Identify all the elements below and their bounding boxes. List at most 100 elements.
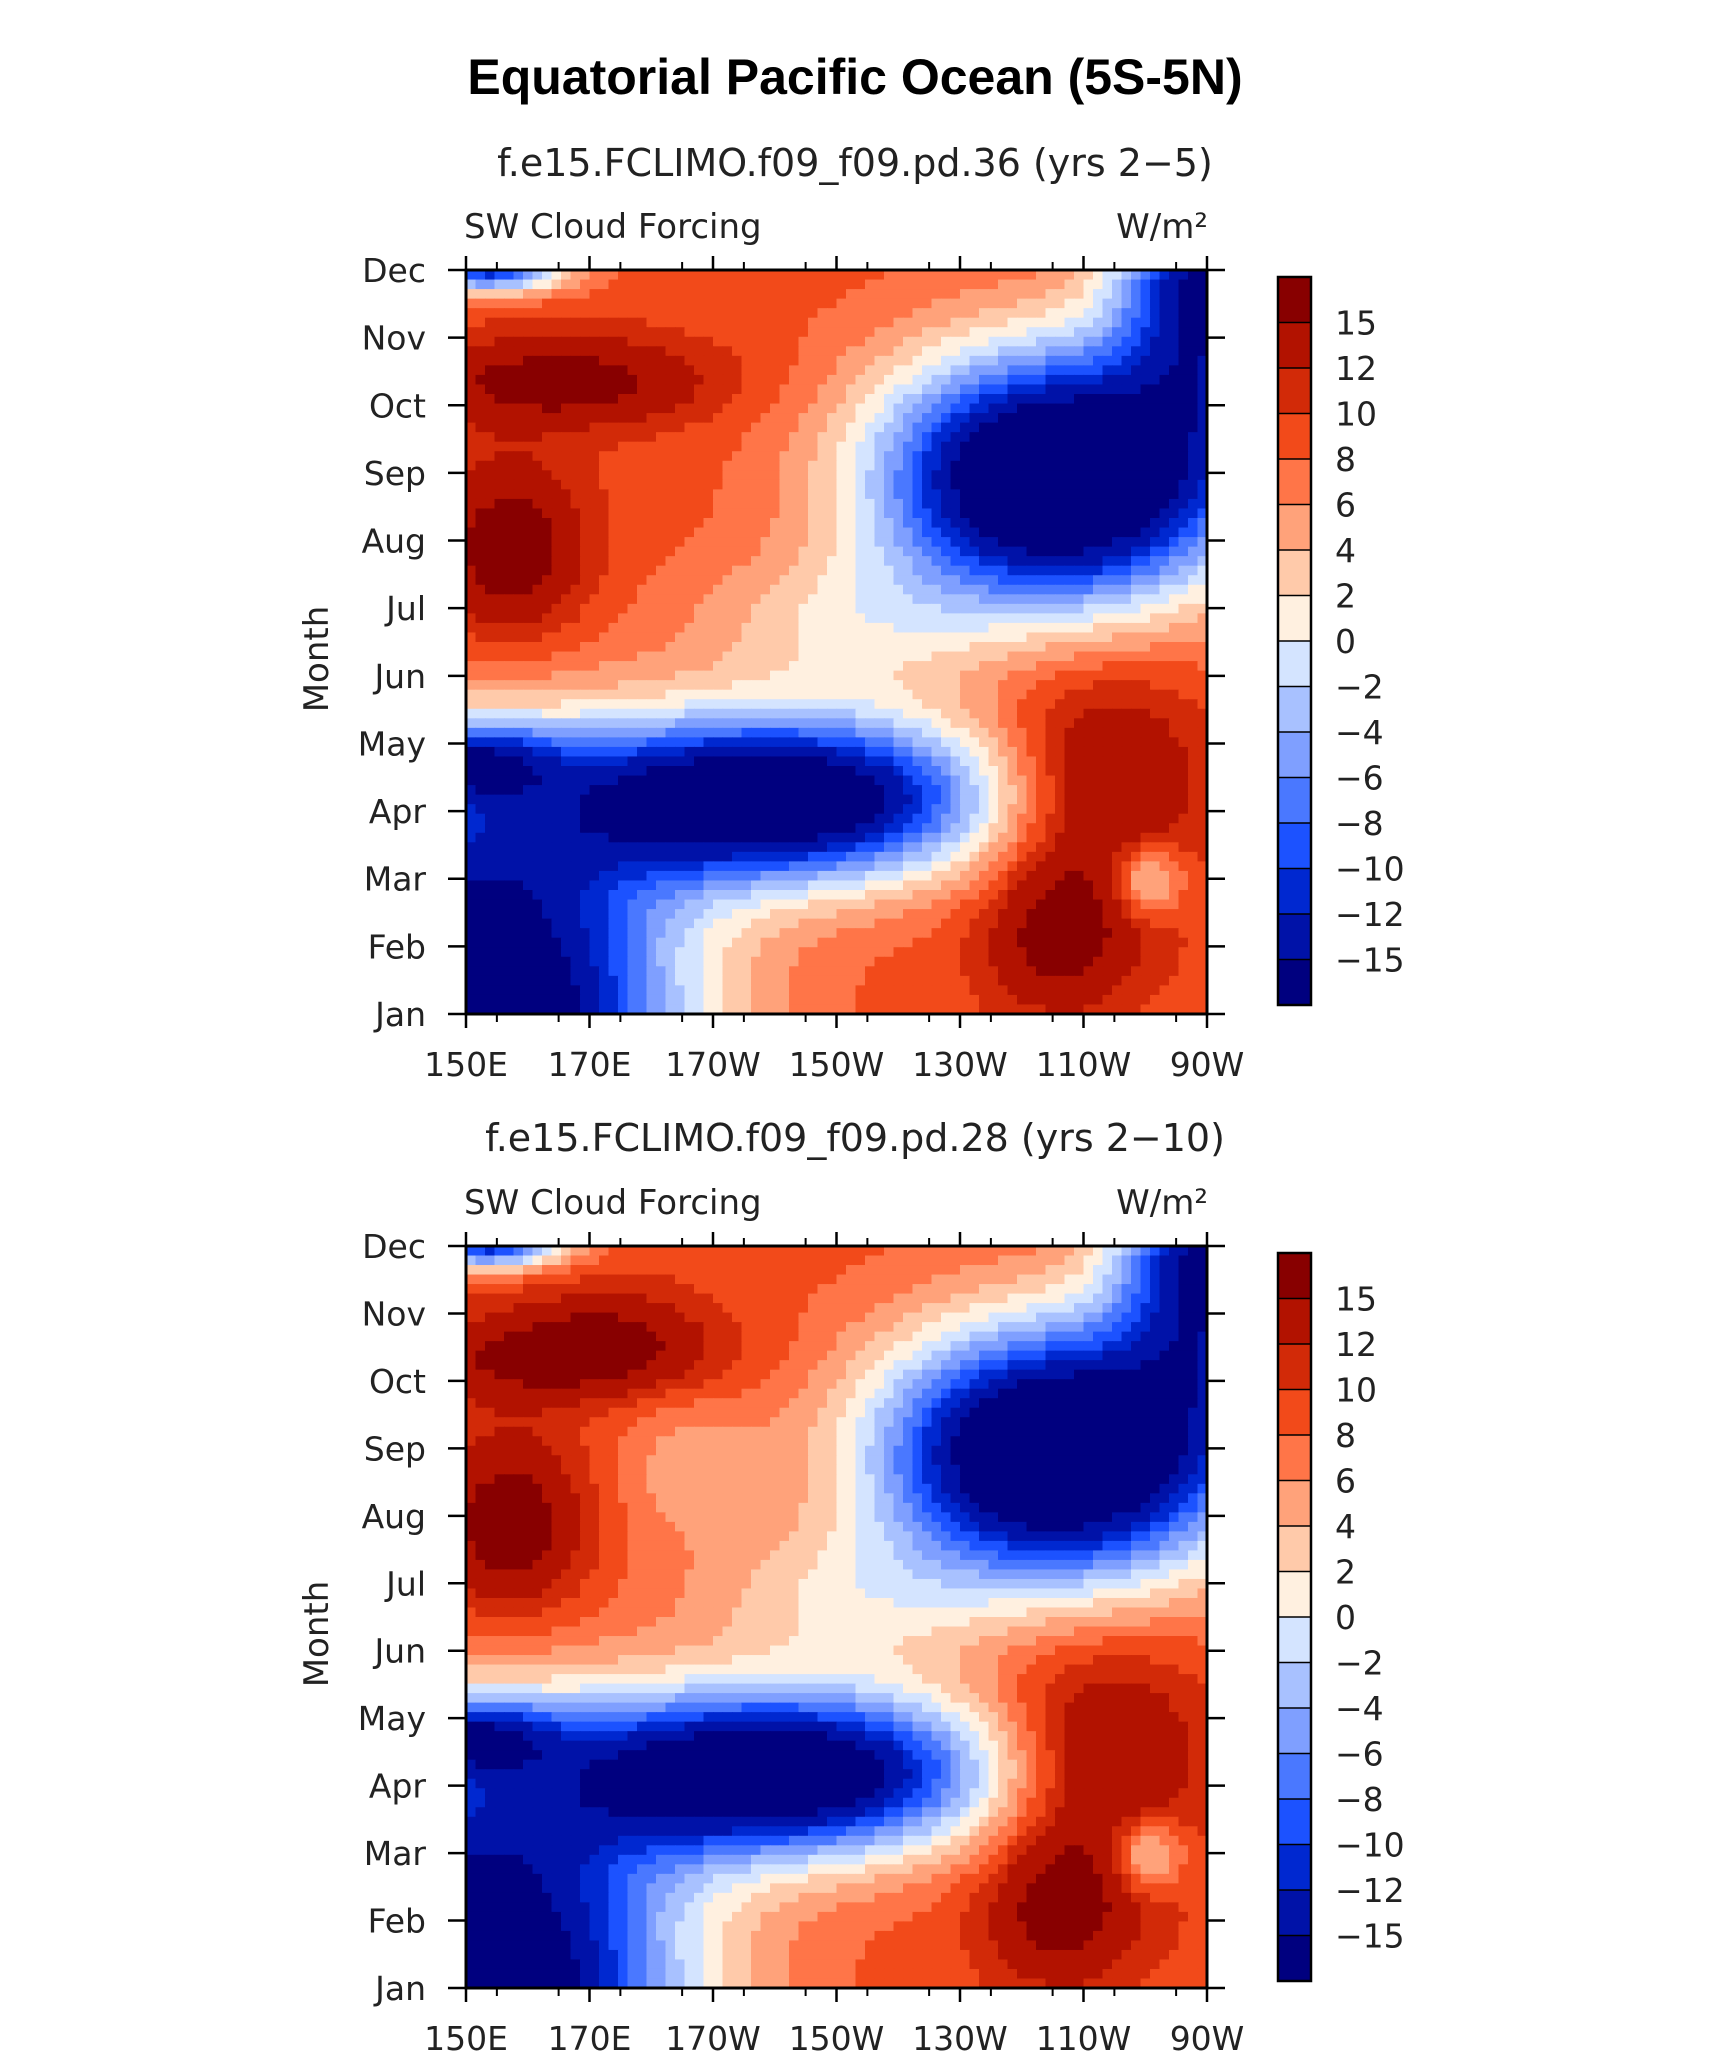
field-cell [770,317,781,328]
field-cell [912,336,923,347]
field-cell [969,708,980,719]
field-cell [551,432,562,443]
field-cell [485,804,496,815]
field-cell [665,327,676,338]
field-cell [770,584,781,595]
field-cell [561,470,572,481]
field-cell [637,594,648,605]
field-cell [608,594,619,605]
field-cell [1188,775,1199,786]
field-cell [1093,737,1104,748]
field-cell [874,832,885,843]
field-cell [618,642,629,653]
field-cell [960,823,971,834]
field-cell [770,498,781,510]
field-cell [1197,489,1208,500]
field-cell [770,823,781,834]
field-cell [931,327,942,338]
field-cell [741,422,752,433]
field-cell [931,584,942,595]
field-cell [1064,746,1075,758]
field-cell [494,441,505,452]
field-cell [1150,460,1161,471]
field-cell [1083,308,1094,319]
field-cell [542,565,553,576]
field-cell [513,584,524,595]
field-cell [1093,432,1104,443]
field-cell [694,861,705,872]
field-cell [836,832,847,843]
field-cell [741,708,752,719]
field-cell [542,413,553,424]
field-cell [1026,279,1037,290]
field-cell [969,642,980,653]
field-cell [846,479,857,490]
field-cell [789,498,800,510]
field-cell [874,527,885,538]
field-cell [950,708,961,719]
field-cell [1169,785,1180,796]
field-cell [618,498,629,510]
field-cell [1055,394,1066,405]
field-cell [532,546,543,557]
field-cell [922,680,933,691]
field-cell [979,460,990,471]
field-cell [1121,642,1132,653]
field-cell [1169,727,1180,738]
field-cell [884,527,895,538]
field-cell [675,470,686,481]
field-cell [703,508,714,519]
field-cell [523,756,534,767]
field-cell [998,766,1009,777]
field-cell [922,508,933,519]
field-cell [732,327,743,338]
field-cell [817,498,828,510]
field-cell [1026,413,1037,424]
field-cell [637,727,648,738]
field-cell [656,451,667,462]
field-cell [808,708,819,719]
field-cell [580,575,591,586]
field-cell [485,327,496,338]
field-cell [770,661,781,672]
field-cell [1159,270,1170,281]
field-cell [1026,451,1037,462]
field-cell [912,441,923,452]
field-cell [922,289,933,300]
field-cell [884,766,895,777]
field-cell [760,699,771,710]
field-cell [475,413,486,424]
field-cell [1074,384,1085,395]
field-cell [504,689,515,700]
field-cell [789,403,800,414]
field-cell [827,546,838,557]
field-cell [1197,737,1208,748]
field-cell [466,575,477,586]
field-cell [466,479,477,490]
field-cell [513,613,524,624]
field-cell [1178,374,1189,386]
field-cell [532,384,543,395]
field-cell [1026,689,1037,700]
field-cell [589,413,600,424]
field-cell [1026,670,1037,681]
field-cell [1150,861,1161,872]
field-cell [798,766,809,777]
field-cell [1102,870,1113,882]
field-cell [599,365,610,376]
field-cell [551,298,562,309]
field-cell [931,556,942,567]
field-cell [1093,498,1104,510]
field-cell [475,699,486,710]
field-cell [1121,775,1132,786]
field-cell [884,556,895,567]
field-cell [874,270,885,281]
field-cell [960,642,971,653]
field-cell [1064,308,1075,319]
field-cell [1036,279,1047,290]
field-cell [618,823,629,834]
field-cell [561,327,572,338]
field-cell [1140,842,1151,853]
field-cell [808,670,819,681]
field-cell [542,727,553,738]
